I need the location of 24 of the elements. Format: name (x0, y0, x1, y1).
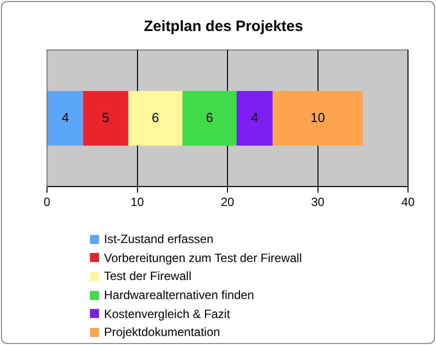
x-tick-label: 30 (311, 195, 325, 210)
data-label: 6 (152, 110, 159, 125)
data-label: 5 (102, 110, 110, 125)
legend-label: Projektdokumentation (104, 325, 220, 340)
x-tick-label: 0 (44, 195, 51, 210)
legend-label: Hardwarealternativen finden (104, 288, 254, 302)
bar (236, 90, 273, 146)
legend-label: Vorbereitungen zum Test der Firewall (104, 250, 302, 265)
bar (128, 90, 182, 146)
legend-label: Test der Firewall (104, 269, 192, 284)
bar (272, 90, 363, 146)
bar (83, 90, 128, 146)
x-tick-label: 20 (220, 195, 234, 210)
legend-label: Ist-Zustand erfassen (104, 232, 214, 246)
x-tick-label: 40 (401, 195, 415, 210)
data-label: 4 (62, 110, 69, 125)
x-tick-label: 10 (130, 195, 144, 210)
bar (48, 90, 84, 146)
legend-label: Kostenvergleich & Fazit (104, 306, 230, 321)
data-label: 6 (206, 110, 214, 125)
data-label: 10 (310, 110, 325, 125)
bar (182, 90, 237, 146)
data-label: 4 (250, 110, 258, 125)
chart-title: Zeitplan des Projektes (144, 18, 304, 36)
